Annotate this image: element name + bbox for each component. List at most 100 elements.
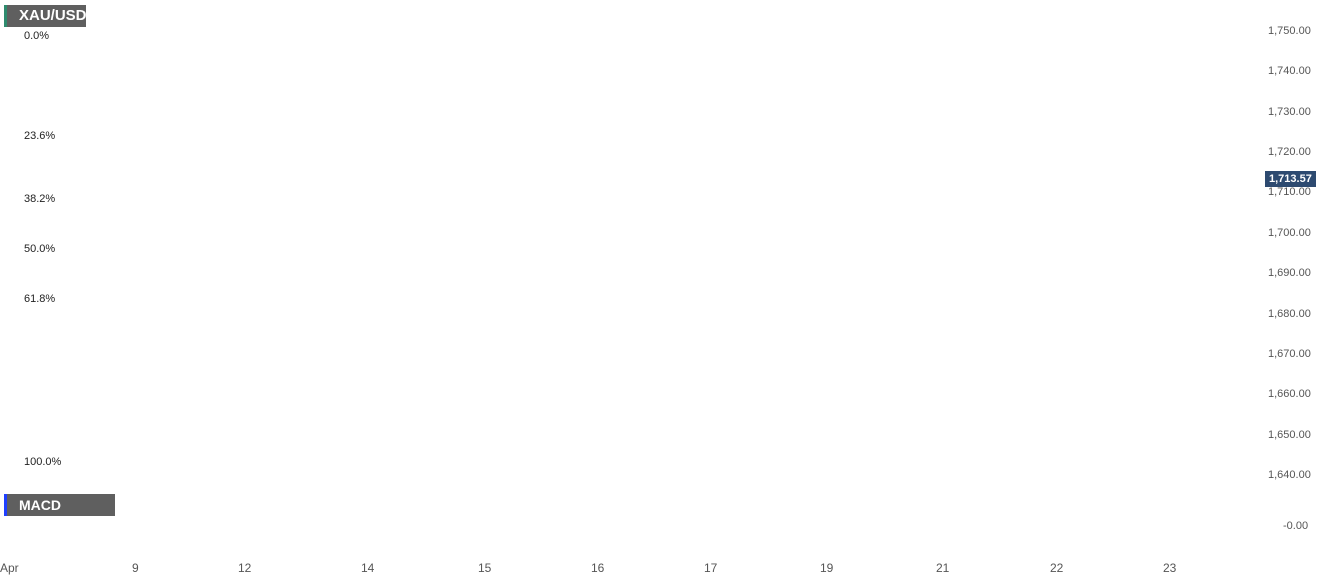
candle-body bbox=[422, 136, 428, 146]
candle-body bbox=[732, 213, 738, 234]
candle-body bbox=[482, 124, 488, 146]
candle-body bbox=[722, 193, 728, 214]
macd-histogram-bar bbox=[803, 527, 807, 534]
candle-body bbox=[82, 423, 88, 436]
macd-histogram-bar bbox=[483, 527, 487, 530]
candle-body bbox=[202, 294, 208, 323]
candle-body bbox=[842, 306, 848, 315]
macd-histogram-bar bbox=[783, 527, 787, 538]
horizontal-resistance-line bbox=[270, 71, 1241, 85]
macd-histogram-bar bbox=[633, 523, 637, 527]
macd-histogram-bar bbox=[423, 527, 427, 529]
price-tick: 1,640.00 bbox=[1268, 469, 1311, 481]
macd-histogram-bar bbox=[763, 527, 767, 537]
candle-body bbox=[442, 80, 448, 89]
candle-body bbox=[332, 161, 338, 182]
macd-histogram-bar bbox=[663, 526, 667, 528]
macd-histogram-bar bbox=[353, 525, 357, 527]
macd-histogram-bar bbox=[13, 527, 17, 532]
candle-body bbox=[852, 306, 858, 323]
price-tick: 1,660.00 bbox=[1268, 388, 1311, 401]
macd-histogram-bar bbox=[553, 527, 557, 542]
macd-histogram-bar bbox=[723, 527, 727, 534]
candle-body bbox=[12, 387, 18, 444]
macd-histogram-bar bbox=[973, 527, 977, 535]
macd-histogram-bar bbox=[133, 516, 137, 527]
macd-histogram-bar bbox=[123, 519, 127, 527]
candle-body bbox=[572, 161, 578, 170]
macd-histogram-bar bbox=[863, 511, 867, 527]
candle-body bbox=[472, 124, 478, 129]
candle-body bbox=[742, 233, 748, 259]
candle-body bbox=[222, 298, 228, 307]
price-tick: 1,720.00 bbox=[1268, 146, 1311, 159]
macd-histogram-bar bbox=[1043, 524, 1047, 527]
macd-histogram-bar bbox=[433, 527, 437, 528]
macd-histogram-bar bbox=[613, 527, 617, 528]
candle-body bbox=[682, 169, 688, 186]
candle-body bbox=[452, 88, 458, 113]
macd-histogram-bar bbox=[1093, 518, 1097, 527]
macd-histogram-bar bbox=[283, 527, 287, 530]
candle-body bbox=[302, 266, 308, 279]
candle-body bbox=[802, 290, 808, 299]
macd-histogram-bar bbox=[593, 527, 597, 532]
macd-histogram-bar bbox=[573, 527, 577, 537]
macd-histogram-bar bbox=[623, 525, 627, 527]
macd-histogram-bar bbox=[233, 527, 237, 534]
candle-body bbox=[2, 362, 8, 388]
macd-histogram-bar bbox=[293, 526, 297, 528]
date-tick: 19 bbox=[820, 561, 834, 575]
candle-body bbox=[1032, 282, 1038, 299]
candle-body bbox=[252, 274, 258, 291]
date-tick: 23 bbox=[1163, 561, 1177, 575]
candle-body bbox=[122, 447, 128, 452]
macd-histogram-bar bbox=[933, 527, 937, 530]
macd-histogram-bar bbox=[513, 527, 517, 537]
candle-body bbox=[382, 149, 388, 170]
candle-body bbox=[212, 294, 218, 307]
macd-histogram-bar bbox=[463, 526, 467, 528]
macd-histogram-bar bbox=[983, 527, 987, 532]
macd-histogram-bar bbox=[883, 515, 887, 527]
rising-support-line bbox=[989, 211, 1194, 390]
macd-histogram-bar bbox=[1063, 522, 1067, 527]
candle-body bbox=[492, 145, 498, 154]
candle-body bbox=[552, 169, 558, 178]
candle-body bbox=[42, 435, 48, 452]
price-tick: 1,710.00 bbox=[1268, 186, 1311, 199]
macd-histogram-bar bbox=[563, 527, 567, 539]
macd-histogram-bar bbox=[503, 527, 507, 535]
candle-body bbox=[782, 258, 788, 283]
macd-histogram-bar bbox=[373, 527, 377, 530]
macd-histogram-bar bbox=[413, 527, 417, 531]
price-tick: 1,650.00 bbox=[1268, 428, 1311, 441]
macd-histogram-bar bbox=[1053, 523, 1057, 527]
candle-body bbox=[622, 145, 628, 170]
panel-resize-handle[interactable] bbox=[619, 480, 639, 486]
macd-histogram-bar bbox=[693, 527, 697, 533]
macd-histogram-bar bbox=[1143, 516, 1147, 527]
candle-body bbox=[132, 443, 138, 448]
macd-signal-line bbox=[4, 491, 1156, 551]
macd-histogram-bar bbox=[1113, 515, 1117, 527]
candle-body bbox=[322, 181, 328, 234]
date-tick: 12 bbox=[238, 561, 252, 575]
macd-histogram-bar bbox=[543, 527, 547, 541]
candle-body bbox=[822, 314, 828, 331]
candle-body bbox=[902, 241, 908, 254]
candle-body bbox=[1152, 161, 1158, 180]
candle-body bbox=[462, 112, 468, 129]
date-tick: Apr bbox=[0, 561, 19, 575]
candle-body bbox=[882, 266, 888, 283]
macd-histogram-bar bbox=[813, 527, 817, 532]
macd-histogram-bar bbox=[603, 527, 607, 530]
candle-body bbox=[292, 274, 298, 279]
candle-body bbox=[792, 282, 798, 291]
candle-body bbox=[652, 84, 658, 121]
fib-label: 0.0% bbox=[24, 29, 50, 42]
candle-body bbox=[52, 427, 58, 452]
candle-body bbox=[282, 274, 288, 291]
candle-body bbox=[832, 314, 838, 331]
